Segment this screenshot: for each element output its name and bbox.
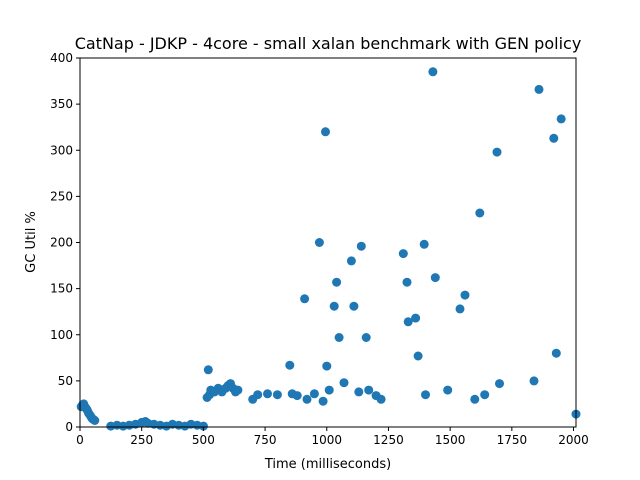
data-point	[321, 127, 330, 137]
data-point	[364, 385, 374, 395]
x-tick-label: 1750	[497, 433, 528, 447]
y-tick-label: 50	[58, 374, 73, 388]
chart-title: CatNap - JDKP - 4core - small xalan benc…	[75, 34, 582, 53]
data-point	[90, 416, 100, 425]
data-point	[361, 333, 371, 342]
data-point	[475, 208, 485, 218]
data-point	[495, 379, 504, 389]
data-point	[376, 394, 386, 404]
data-point	[329, 301, 339, 311]
data-point	[332, 277, 342, 287]
y-tick-label: 150	[50, 282, 73, 296]
data-point	[292, 391, 302, 401]
y-tick-label: 350	[50, 97, 73, 111]
data-point	[430, 273, 440, 283]
data-point	[549, 133, 559, 143]
x-tick-label: 1000	[311, 433, 342, 447]
x-tick-label: 250	[130, 433, 153, 447]
x-axis-ticks: 0 250 500 750 1000 1250 1500 1750 2000	[76, 427, 589, 447]
data-point	[318, 396, 328, 406]
data-point	[324, 385, 334, 395]
data-point	[529, 376, 539, 386]
x-axis-label: Time (milliseconds)	[264, 457, 391, 472]
data-point	[413, 351, 423, 361]
x-tick-label: 750	[254, 433, 277, 447]
data-point	[403, 317, 413, 327]
data-point	[272, 390, 282, 400]
data-point	[285, 360, 295, 370]
data-point	[411, 313, 421, 323]
data-point	[334, 333, 344, 342]
data-points	[76, 67, 581, 431]
y-tick-label: 250	[50, 189, 73, 203]
data-point	[480, 390, 490, 400]
x-tick-label: 500	[192, 433, 215, 447]
data-point	[349, 301, 359, 311]
data-point	[322, 361, 332, 371]
data-point	[263, 389, 272, 399]
data-point	[421, 390, 430, 400]
data-point	[492, 147, 502, 157]
data-point	[455, 304, 465, 314]
y-tick-label: 300	[50, 143, 73, 157]
data-point	[551, 348, 561, 358]
x-tick-label: 2000	[558, 433, 589, 447]
y-tick-label: 0	[65, 420, 73, 434]
data-point	[253, 390, 263, 400]
data-point	[314, 238, 324, 247]
data-point	[233, 385, 243, 395]
data-point	[198, 421, 208, 431]
data-point	[428, 67, 438, 77]
data-point	[302, 394, 312, 404]
y-tick-label: 200	[50, 236, 73, 250]
data-point	[398, 249, 408, 259]
data-point	[556, 114, 566, 124]
y-tick-label: 400	[50, 51, 73, 65]
data-point	[402, 277, 412, 287]
data-point	[346, 256, 356, 266]
y-axis-ticks: 0 50 100 150 200 250 300 350 400	[50, 51, 80, 434]
data-point	[203, 365, 213, 375]
x-tick-label: 1250	[373, 433, 404, 447]
data-point	[300, 294, 310, 304]
data-point	[354, 387, 364, 397]
data-point	[460, 290, 470, 300]
data-point	[419, 239, 429, 249]
y-axis-label: GC Util %	[24, 211, 39, 273]
data-point	[339, 378, 349, 388]
data-point	[470, 394, 480, 404]
data-point	[443, 385, 453, 395]
data-point	[309, 389, 319, 399]
y-tick-label: 100	[50, 328, 73, 342]
x-tick-label: 0	[76, 433, 84, 447]
x-tick-label: 1500	[435, 433, 466, 447]
data-point	[534, 84, 544, 94]
data-point	[356, 241, 366, 251]
